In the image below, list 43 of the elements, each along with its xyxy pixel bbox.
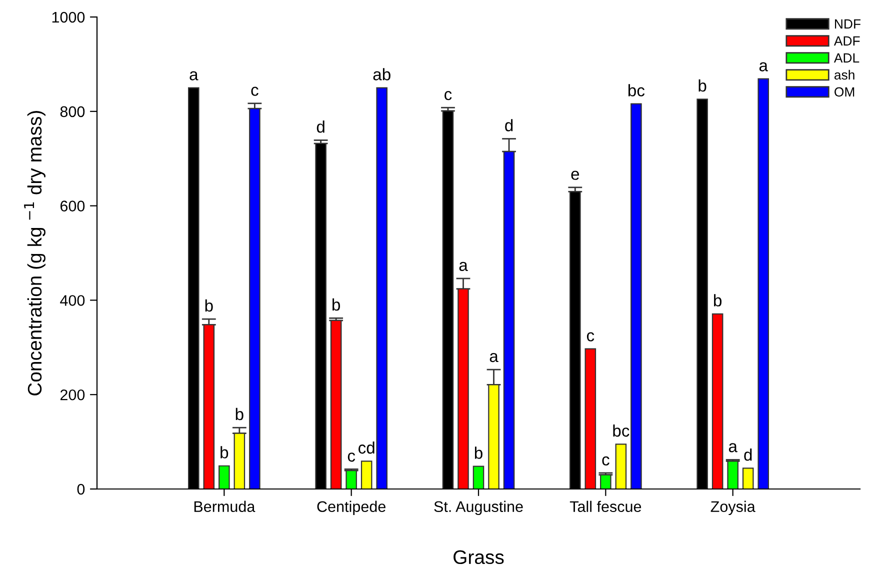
y-tick-label: 1000: [52, 12, 85, 23]
legend-label: OM: [834, 87, 854, 97]
y-tick-label: 800: [60, 106, 85, 118]
data-label: d: [744, 448, 752, 461]
data-label: bc: [613, 424, 630, 437]
data-label: a: [728, 443, 738, 452]
data-label: b: [220, 446, 228, 458]
data-label: a: [459, 262, 468, 272]
data-label: b: [474, 446, 482, 459]
x-tick-label: Centipede: [317, 500, 386, 516]
x-tick-label: Zoysia: [710, 500, 756, 516]
data-label: a: [190, 71, 198, 80]
legend-label: NDF: [835, 19, 861, 29]
y-axis-title: Concentration (g kg $^{−1}$ dry mass): [24, 110, 46, 396]
data-label: b: [714, 294, 722, 306]
data-label: c: [251, 86, 258, 96]
legend-label: ADL: [834, 53, 860, 62]
x-tick-label: Bermuda: [194, 500, 256, 512]
y-tick-label: 200: [60, 389, 85, 400]
data-label: bc: [628, 84, 645, 96]
data-label: ab: [373, 68, 390, 80]
data-label: cd: [358, 441, 374, 454]
y-tick-label: 0: [77, 484, 85, 495]
legend-label: ADF: [834, 36, 860, 46]
y-tick-label: 600: [60, 200, 85, 212]
data-label: e: [571, 170, 580, 180]
data-label: c: [348, 452, 356, 462]
x-axis-title: Grass: [454, 550, 504, 564]
data-label: b: [236, 408, 244, 420]
data-label: d: [316, 120, 324, 133]
data-label: a: [490, 352, 498, 362]
y-tick-label: 400: [60, 295, 85, 306]
data-label: c: [444, 91, 452, 100]
legend-label: ash: [834, 70, 854, 80]
data-label: b: [205, 299, 213, 312]
data-label: b: [698, 79, 706, 92]
x-tick-label: Tall fescue: [570, 500, 642, 512]
x-tick-label: St. Augustine: [434, 500, 523, 516]
data-label: a: [759, 62, 768, 72]
data-label: d: [505, 119, 513, 132]
data-label: b: [332, 298, 340, 311]
data-label: c: [602, 456, 610, 466]
data-label: c: [586, 332, 594, 342]
